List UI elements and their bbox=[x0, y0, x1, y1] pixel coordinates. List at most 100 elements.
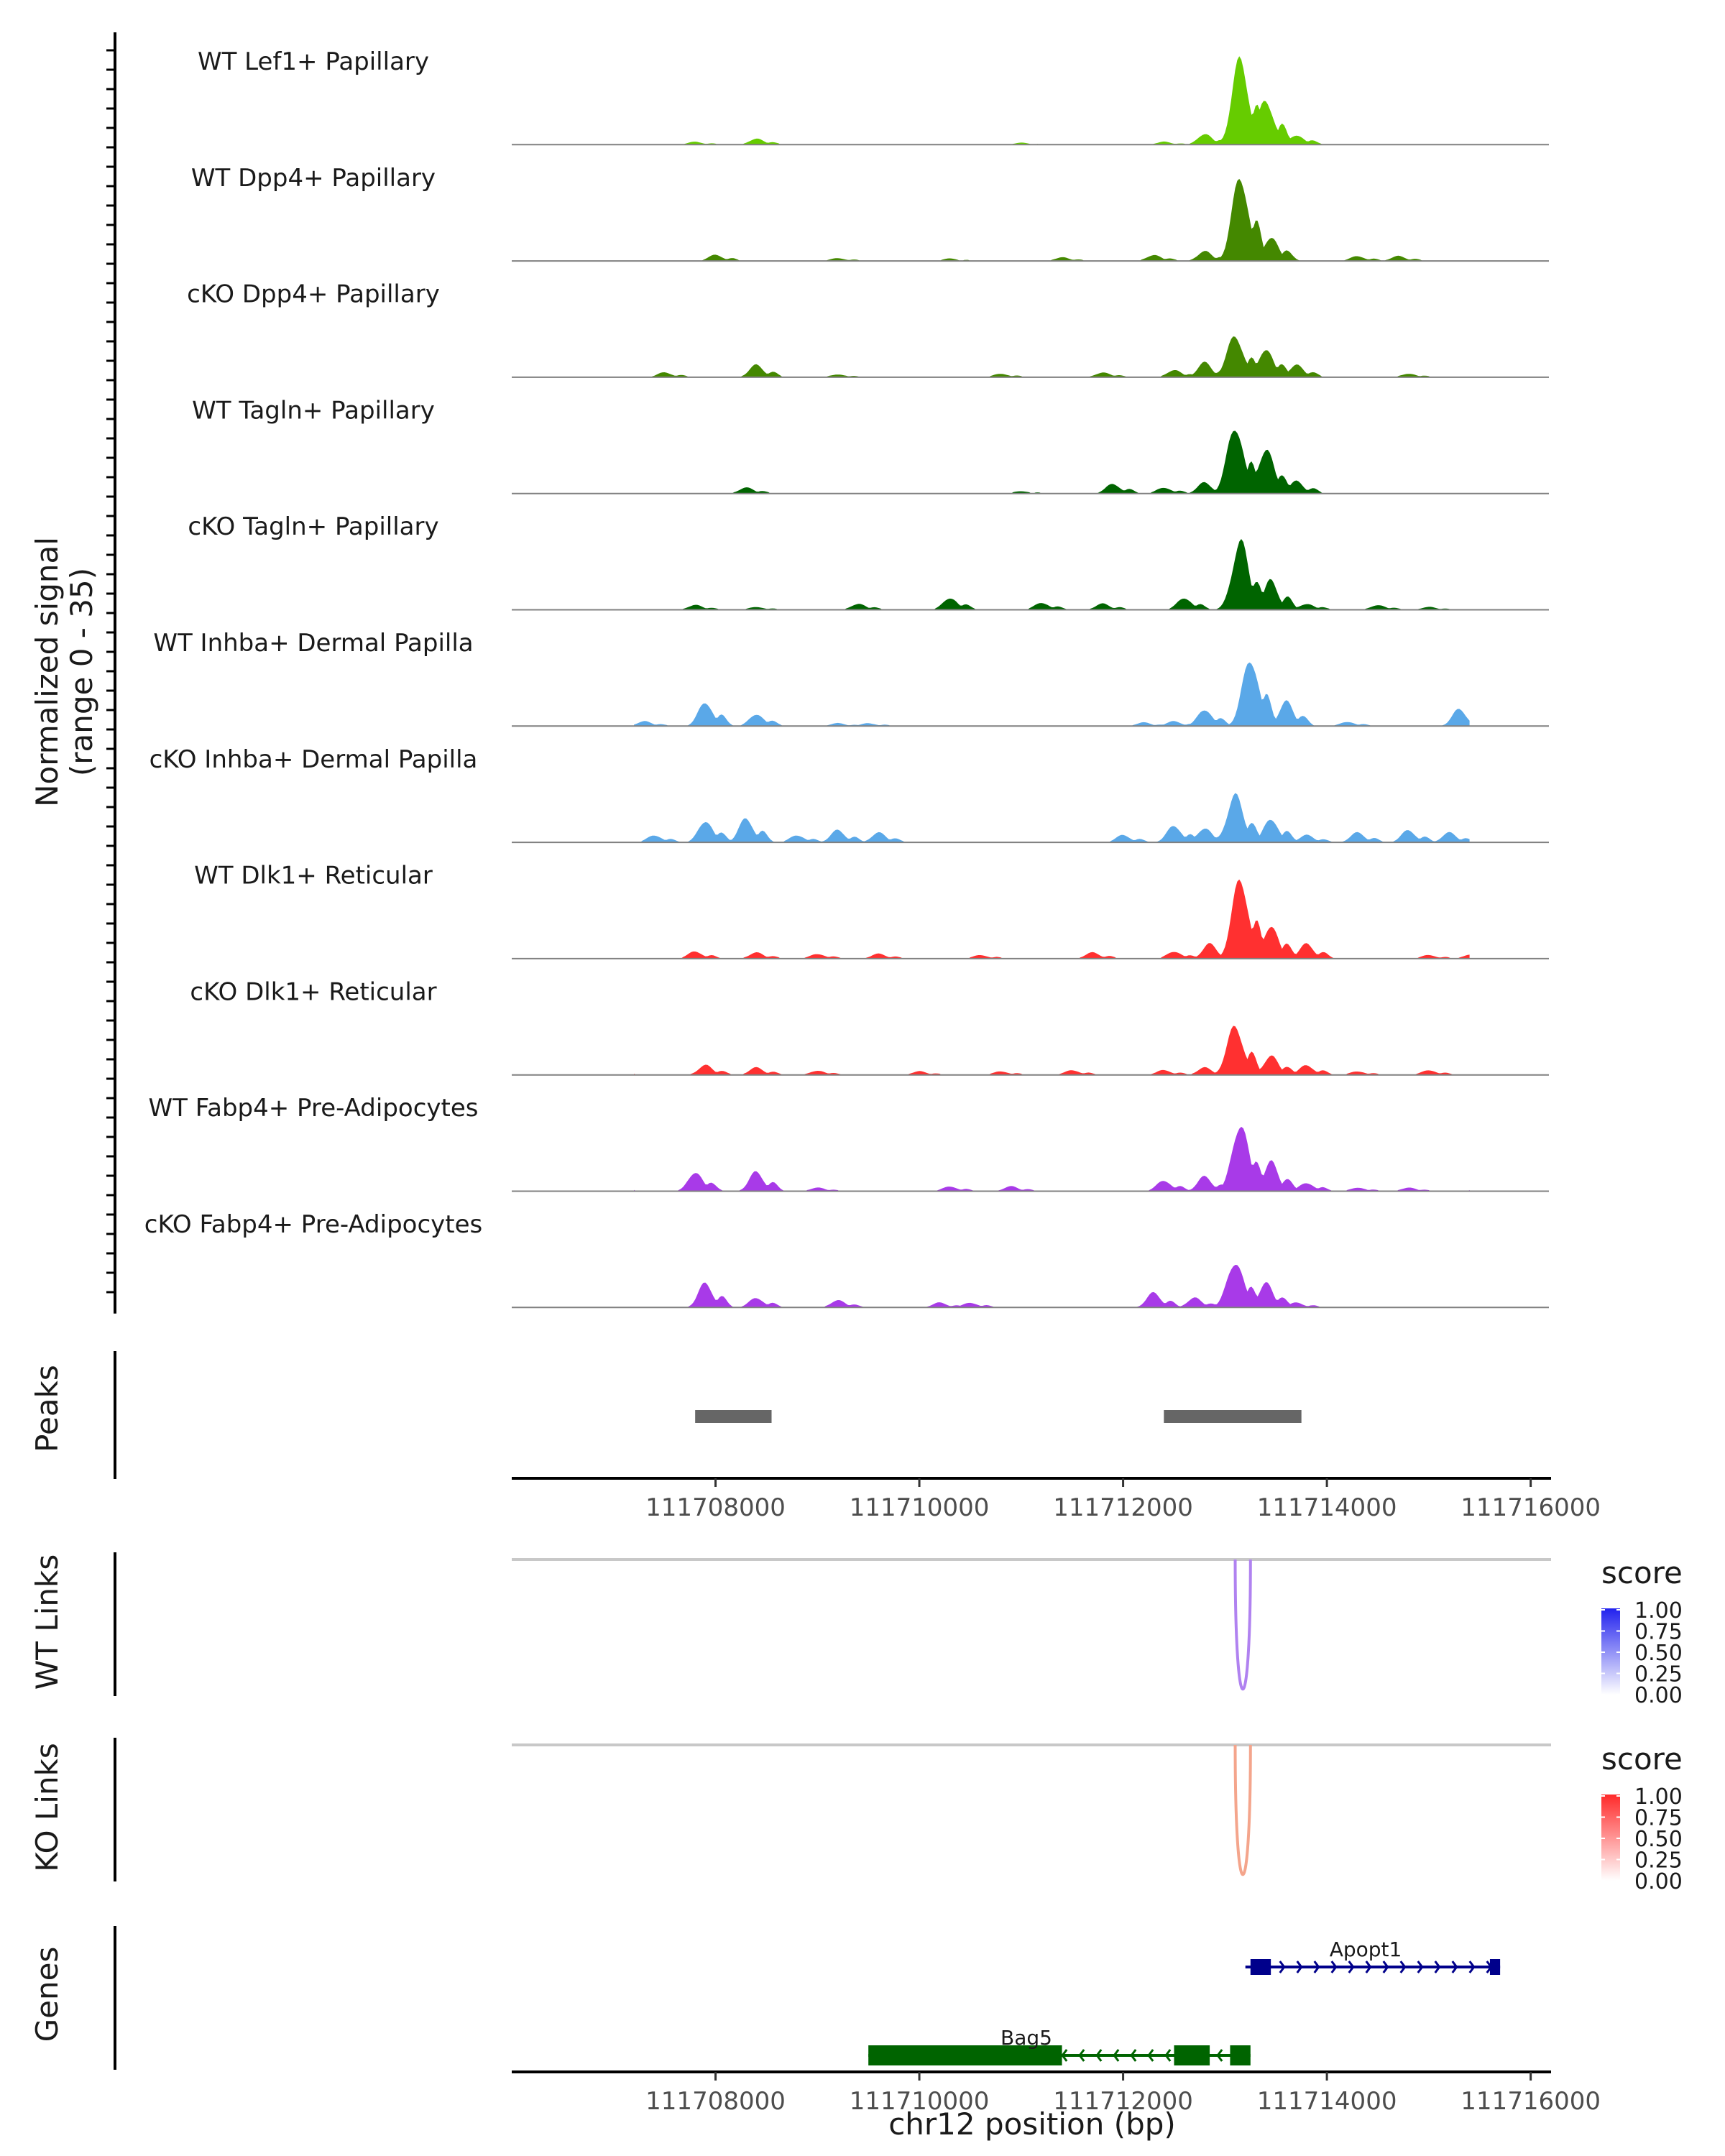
coverage-area bbox=[634, 1126, 1470, 1192]
x-tick-label: 111716000 bbox=[1460, 1493, 1601, 1522]
coverage-area bbox=[634, 178, 1470, 262]
coverage-area bbox=[634, 336, 1470, 377]
coverage-track-label: WT Tagln+ Papillary bbox=[192, 396, 435, 425]
gene-Apopt1: Apopt1 bbox=[1245, 1938, 1501, 1975]
coverage-area bbox=[634, 430, 1470, 494]
links-track-0: 1.000.750.500.250.00 bbox=[114, 1552, 1683, 1708]
legend-tick-label: 0.00 bbox=[1634, 1869, 1683, 1894]
coverage-y-axis bbox=[106, 32, 116, 1314]
strand-arrow bbox=[1417, 1961, 1424, 1973]
strand-arrow bbox=[1279, 1961, 1286, 1973]
strand-arrow bbox=[1296, 1961, 1303, 1973]
x-tick-label: 111710000 bbox=[850, 1493, 990, 1522]
peak-region bbox=[695, 1410, 772, 1423]
coverage-track-3: WT Tagln+ Papillary bbox=[192, 396, 1549, 494]
x-tick-label: 111710000 bbox=[850, 2087, 990, 2116]
gene-name-label: Bag5 bbox=[1000, 2026, 1052, 2050]
strand-arrow bbox=[1348, 1961, 1355, 1973]
coverage-track-label: cKO Inhba+ Dermal Papilla bbox=[150, 745, 478, 774]
link-arc bbox=[1233, 1559, 1252, 1691]
x-tick-label: 111708000 bbox=[645, 1493, 786, 1522]
peaks-track bbox=[114, 1351, 1302, 1479]
coverage-area bbox=[634, 56, 1470, 145]
genes-track: Apopt1 Bag5 bbox=[114, 1926, 1501, 2070]
strand-arrow bbox=[1434, 1961, 1441, 1973]
coverage-track-1: WT Dpp4+ Papillary bbox=[191, 164, 1549, 262]
legend-tick-label: 1.00 bbox=[1634, 1598, 1683, 1623]
link-arc bbox=[1233, 1744, 1252, 1876]
strand-arrow bbox=[1130, 2049, 1137, 2062]
strand-arrow bbox=[1095, 2049, 1103, 2062]
coverage-track-label: WT Dlk1+ Reticular bbox=[194, 862, 433, 890]
peaks-label: Peaks bbox=[29, 1365, 65, 1452]
strand-arrow bbox=[1468, 1961, 1476, 1973]
coverage-track-label: cKO Tagln+ Papillary bbox=[188, 512, 438, 541]
strand-arrow bbox=[1061, 2049, 1068, 2062]
strand-arrow bbox=[1113, 2049, 1120, 2062]
x-tick-label: 111716000 bbox=[1460, 2087, 1601, 2116]
coverage-track-2: cKO Dpp4+ Papillary bbox=[187, 280, 1549, 378]
links-track-1: 1.000.750.500.250.00 bbox=[114, 1738, 1683, 1894]
gene-exon bbox=[1489, 1959, 1501, 1975]
strand-arrow bbox=[1382, 1961, 1389, 1973]
gene-Bag5: Bag5 bbox=[868, 2026, 1251, 2065]
coverage-track-4: cKO Tagln+ Papillary bbox=[188, 512, 1549, 611]
ko-legend-title: score bbox=[1601, 1741, 1683, 1777]
coverage-track-9: WT Fabp4+ Pre-Adipocytes bbox=[149, 1094, 1549, 1192]
coverage-area bbox=[634, 1265, 1470, 1308]
x-tick-label: 111714000 bbox=[1257, 2087, 1397, 2116]
strand-arrow bbox=[1330, 1961, 1338, 1973]
gene-exon bbox=[868, 2045, 1062, 2065]
links-tracks: 1.000.750.500.250.001.000.750.500.250.00 bbox=[114, 1552, 1683, 1894]
x-axis-title: chr12 position (bp) bbox=[888, 2106, 1176, 2142]
gene-exon bbox=[1174, 2045, 1210, 2065]
coverage-track-8: cKO Dlk1+ Reticular bbox=[190, 977, 1549, 1076]
strand-arrow bbox=[1313, 1961, 1320, 1973]
strand-arrow bbox=[1365, 1961, 1372, 1973]
coverage-track-label: WT Fabp4+ Pre-Adipocytes bbox=[149, 1094, 479, 1123]
coverage-track-5: WT Inhba+ Dermal Papilla bbox=[153, 629, 1549, 727]
coverage-ylabel-line1: Normalized signal bbox=[29, 537, 65, 807]
coverage-ylabel-line2: (range 0 - 35) bbox=[64, 568, 99, 776]
x-tick-label: 111708000 bbox=[645, 2087, 786, 2116]
strand-arrow bbox=[1147, 2049, 1154, 2062]
legend-tick-label: 0.50 bbox=[1634, 1827, 1683, 1852]
legend-tick-label: 0.75 bbox=[1634, 1620, 1683, 1645]
coverage-track-label: cKO Fabp4+ Pre-Adipocytes bbox=[144, 1210, 483, 1239]
strand-arrow bbox=[1399, 1961, 1407, 1973]
coverage-track-6: cKO Inhba+ Dermal Papilla bbox=[150, 745, 1549, 844]
strand-arrow bbox=[1451, 1961, 1458, 1973]
coverage-track-label: WT Inhba+ Dermal Papilla bbox=[153, 629, 473, 658]
strand-arrow bbox=[1078, 2049, 1085, 2062]
legend-tick-label: 1.00 bbox=[1634, 1784, 1683, 1810]
ko-links-label: KO Links bbox=[29, 1743, 65, 1872]
x-axis-peaks: 111708000 111710000 111712000 111714000 1117… bbox=[512, 1477, 1601, 1522]
wt-links-label: WT Links bbox=[29, 1554, 65, 1690]
coverage-track-10: cKO Fabp4+ Pre-Adipocytes bbox=[144, 1210, 1549, 1309]
coverage-area bbox=[634, 539, 1470, 610]
legend-tick-label: 0.50 bbox=[1634, 1641, 1683, 1666]
coverage-area bbox=[634, 662, 1470, 727]
coverage-track-label: WT Lef1+ Papillary bbox=[198, 47, 429, 76]
coverage-track-label: cKO Dpp4+ Papillary bbox=[187, 280, 440, 309]
strand-arrow bbox=[1164, 2049, 1172, 2062]
x-tick-label: 111712000 bbox=[1053, 2087, 1193, 2116]
legend-tick-label: 0.25 bbox=[1634, 1662, 1683, 1687]
x-tick-label: 111712000 bbox=[1053, 1493, 1193, 1522]
coverage-track-label: WT Dpp4+ Papillary bbox=[191, 164, 436, 193]
x-tick-label: 111714000 bbox=[1257, 1493, 1397, 1522]
x-axis-genes: 111708000 111710000 111712000 111714000 1117… bbox=[512, 2070, 1601, 2116]
strand-arrow bbox=[1216, 2049, 1223, 2062]
coverage-track-0: WT Lef1+ Papillary bbox=[198, 47, 1549, 146]
gene-exon bbox=[1230, 2045, 1251, 2065]
coverage-track-7: WT Dlk1+ Reticular bbox=[194, 862, 1549, 959]
coverage-area bbox=[634, 793, 1470, 843]
gene-name-label: Apopt1 bbox=[1330, 1938, 1402, 1961]
gene-exon bbox=[1250, 1959, 1271, 1975]
coverage-track-label: cKO Dlk1+ Reticular bbox=[190, 977, 436, 1006]
peak-region bbox=[1164, 1410, 1302, 1423]
legend-tick-label: 0.75 bbox=[1634, 1806, 1683, 1831]
genes-label: Genes bbox=[29, 1947, 65, 2042]
legend-tick-label: 0.25 bbox=[1634, 1848, 1683, 1874]
